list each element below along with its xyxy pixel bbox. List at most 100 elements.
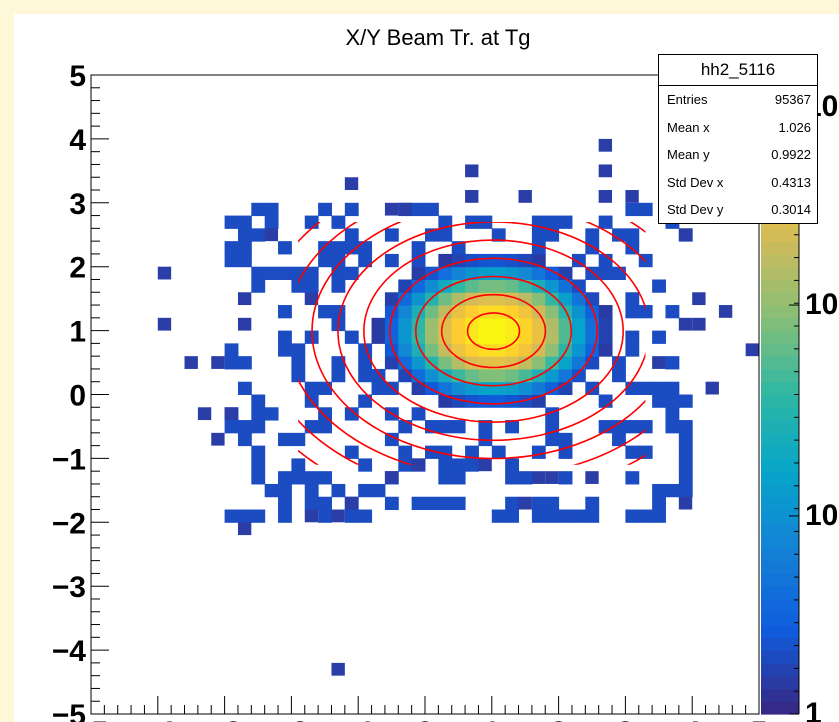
histogram-bin <box>598 394 613 408</box>
histogram-bin <box>291 343 306 357</box>
histogram-bin <box>518 471 533 485</box>
histogram-bin <box>531 471 546 484</box>
histogram-bin <box>237 522 252 536</box>
histogram-bin <box>344 202 359 217</box>
histogram-bin <box>491 330 506 344</box>
histogram-bin <box>411 496 426 511</box>
histogram-bin <box>425 445 439 459</box>
histogram-bin <box>638 509 653 523</box>
histogram-bin <box>478 317 493 332</box>
fit-contour-line <box>363 239 624 423</box>
histogram-bin <box>451 458 466 472</box>
histogram-bin <box>371 330 386 344</box>
histogram-bin <box>465 253 479 268</box>
histogram-bin <box>545 471 559 484</box>
histogram-bin <box>625 202 640 217</box>
histogram-bin <box>465 266 479 280</box>
histogram-bin <box>291 432 306 447</box>
histogram-bin <box>598 164 613 178</box>
palette-step <box>761 547 799 562</box>
histogram-bin <box>291 458 306 472</box>
histogram-bin <box>705 381 719 395</box>
histogram-bin <box>438 381 453 395</box>
histogram-bin <box>505 496 520 511</box>
fit-contour-line <box>414 275 573 387</box>
histogram-bin <box>625 343 640 357</box>
y-tick-label: 2 <box>69 252 86 285</box>
histogram-bin <box>398 305 413 319</box>
histogram-bin <box>251 471 266 485</box>
histogram-bin <box>531 381 546 395</box>
histogram-bin <box>478 381 493 395</box>
histogram-bin <box>478 458 492 472</box>
histogram-bin <box>237 317 252 331</box>
palette-step <box>761 279 799 293</box>
histogram-bin <box>491 266 506 280</box>
histogram-bin <box>491 253 506 268</box>
histogram-bin <box>518 496 532 510</box>
histogram-bin <box>465 279 479 293</box>
histogram-bin <box>678 496 693 510</box>
histogram-bin <box>237 420 252 434</box>
stats-box[interactable]: hh2_5116 Entries 95367 Mean x 1.026 Mean… <box>658 54 818 224</box>
histogram-bin <box>558 279 573 293</box>
histogram-bin <box>465 292 479 306</box>
histogram-bin <box>264 215 279 229</box>
histogram-bin <box>384 317 399 332</box>
histogram-bin <box>585 471 599 484</box>
histogram-bin <box>451 496 466 511</box>
histogram-bin <box>438 266 453 280</box>
histogram-bin <box>331 241 346 255</box>
histogram-bin <box>545 305 560 319</box>
x-tick-label: 4 <box>684 716 701 722</box>
histogram-bin <box>278 305 292 319</box>
histogram-bin <box>411 356 426 370</box>
histogram-bin <box>451 266 466 280</box>
histogram-bin <box>625 228 640 242</box>
histogram-bin <box>358 368 373 383</box>
stats-row-mean-y: Mean y 0.9922 <box>659 141 817 169</box>
histogram-bin <box>451 343 466 357</box>
stats-value: 0.4313 <box>771 174 811 190</box>
histogram-bin <box>491 356 506 370</box>
histogram-bin <box>625 330 640 344</box>
histogram-bin <box>344 509 359 523</box>
palette-tick-label: 10 <box>805 288 838 321</box>
palette-step <box>761 471 799 485</box>
histogram-bin <box>384 496 399 511</box>
histogram-bin <box>331 305 346 319</box>
stats-row-std-x: Std Dev x 0.4313 <box>659 169 817 197</box>
histogram-bin <box>425 330 439 344</box>
stats-value: 1.026 <box>778 119 811 135</box>
histogram-bin <box>425 496 439 511</box>
histogram-bin <box>411 458 425 472</box>
histogram-bin <box>237 292 252 306</box>
histogram-bin <box>197 407 212 421</box>
histogram-bin <box>558 343 573 357</box>
histogram-bin <box>625 381 640 395</box>
y-tick-label: 4 <box>69 124 86 157</box>
histogram-bin <box>318 509 332 523</box>
histogram-bin <box>384 471 399 484</box>
histogram-bin <box>264 228 279 242</box>
histogram-bin <box>425 266 439 280</box>
histogram-bin <box>598 305 613 319</box>
histogram-bin <box>371 483 386 498</box>
palette-step <box>761 317 799 332</box>
histogram-bin <box>678 420 693 434</box>
x-tick-label: 3 <box>617 716 634 722</box>
histogram-bin <box>264 266 279 280</box>
histogram-bin <box>251 509 266 523</box>
histogram-bin <box>264 407 279 421</box>
histogram-bin <box>478 343 493 357</box>
histogram-bin <box>465 458 479 472</box>
histogram-bin <box>745 343 759 357</box>
palette-step <box>761 701 799 715</box>
histogram-bin <box>251 279 266 293</box>
histogram-bin <box>571 305 586 319</box>
histogram-bin <box>184 356 198 369</box>
histogram-bin <box>625 445 640 459</box>
histogram-bin <box>344 330 359 344</box>
histogram-bin <box>478 305 493 319</box>
